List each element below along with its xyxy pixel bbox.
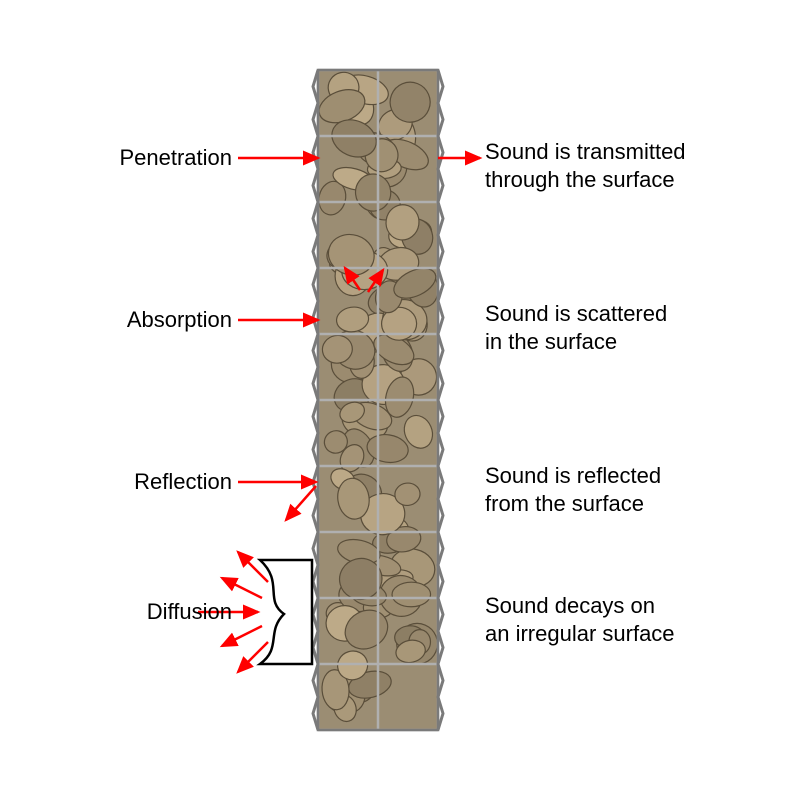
label-absorption: Absorption (127, 307, 232, 333)
label-reflection: Reflection (134, 469, 232, 495)
diffusion-s2 (222, 578, 262, 598)
label-diffusion: Diffusion (147, 599, 232, 625)
diffusion-s4 (238, 642, 268, 672)
diffusion-surface-patch (260, 560, 312, 664)
diffusion-s1 (238, 552, 268, 582)
diffusion-s3 (222, 626, 262, 646)
label-reflection_desc: Sound is reflectedfrom the surface (485, 462, 661, 517)
gabion-column (313, 69, 444, 730)
label-penetration: Penetration (119, 145, 232, 171)
reflection-bounce (286, 486, 316, 520)
label-absorption_desc: Sound is scatteredin the surface (485, 300, 667, 355)
diagram-svg (0, 0, 800, 800)
label-diffusion_desc: Sound decays onan irregular surface (485, 592, 675, 647)
label-penetration_desc: Sound is transmittedthrough the surface (485, 138, 686, 193)
